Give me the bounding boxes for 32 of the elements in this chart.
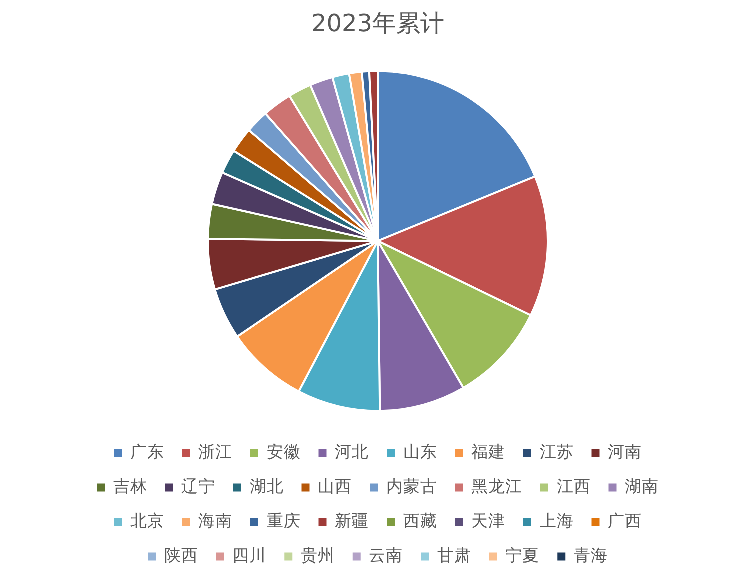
legend-label: 河北: [335, 442, 369, 462]
legend-label: 河南: [608, 442, 642, 462]
legend-label: 陕西: [164, 546, 198, 566]
legend-label: 浙江: [198, 442, 232, 462]
legend-label: 新疆: [335, 512, 369, 531]
legend-label: 山西: [318, 477, 352, 496]
legend-label: 天津: [472, 512, 506, 531]
legend-label: 广东: [130, 442, 164, 462]
legend-label: 湖南: [625, 477, 659, 496]
legend-label: 西藏: [403, 512, 438, 531]
legend-label: 海南: [198, 512, 232, 531]
legend-label: 四川: [232, 546, 267, 566]
legend-label: 青海: [574, 546, 608, 566]
legend-label: 北京: [130, 512, 164, 531]
legend-label: 江苏: [540, 442, 574, 462]
legend-label: 云南: [369, 546, 404, 566]
legend-label: 安徽: [266, 442, 301, 462]
legend-label: 上海: [540, 512, 574, 531]
chart-title: 2023年累计: [311, 10, 445, 38]
legend-label: 内蒙古: [386, 477, 438, 496]
legend-label: 广西: [608, 512, 642, 531]
legend-label: 甘肃: [437, 546, 472, 566]
legend-label: 吉林: [113, 477, 148, 496]
legend-label: 山东: [403, 442, 438, 462]
legend-label: 贵州: [300, 546, 335, 566]
legend-label: 江西: [556, 477, 591, 496]
legend-label: 重庆: [266, 512, 301, 531]
legend-label: 宁夏: [506, 546, 540, 566]
legend-label: 黑龙江: [472, 477, 522, 496]
legend-label: 辽宁: [182, 477, 216, 496]
legend-label: 福建: [472, 442, 506, 462]
legend-label: 湖北: [250, 477, 284, 496]
